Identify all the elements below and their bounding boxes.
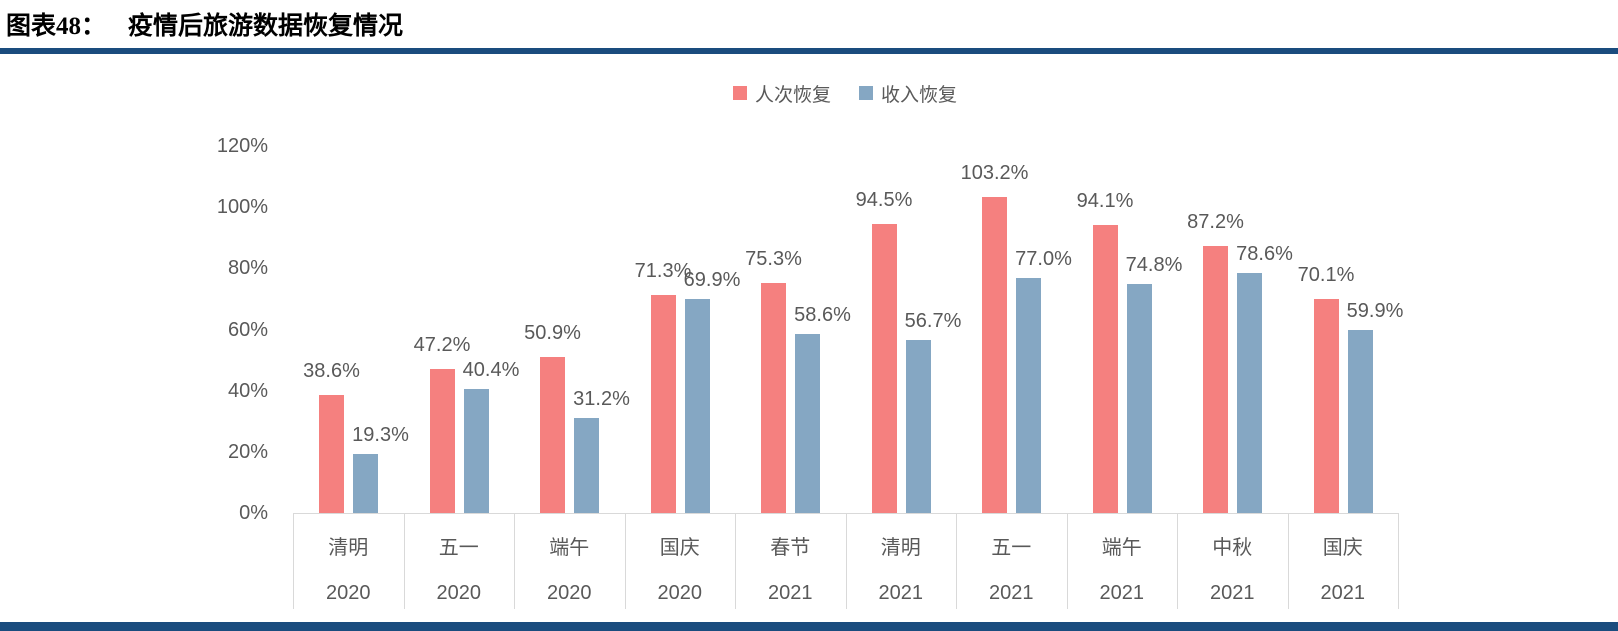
category-festival-label: 五一 xyxy=(991,537,1032,559)
bar-visitor-recovery xyxy=(982,197,1007,513)
data-label-visitor-recovery: 71.3% xyxy=(634,259,692,282)
bar-visitor-recovery xyxy=(650,294,676,513)
data-label-revenue-recovery: 69.9% xyxy=(683,269,741,292)
header-divider-rule xyxy=(0,48,1618,54)
category-year-label: 2021 xyxy=(878,582,924,604)
data-label-visitor-recovery: 103.2% xyxy=(960,162,1029,185)
category-divider xyxy=(293,513,294,609)
category-festival-label: 春节 xyxy=(770,537,811,559)
bar-visitor-recovery xyxy=(1313,298,1339,513)
category-divider xyxy=(1398,513,1399,609)
data-label-visitor-recovery: 87.2% xyxy=(1187,211,1244,234)
category-year-label: 2021 xyxy=(1320,582,1366,604)
data-label-visitor-recovery: 50.9% xyxy=(524,322,581,345)
figure-number-label: 图表48： xyxy=(6,13,107,40)
bar-revenue-recovery xyxy=(353,453,378,513)
bar-revenue-recovery xyxy=(1126,284,1152,513)
footer-divider-rule xyxy=(0,622,1618,631)
category-divider xyxy=(625,513,626,609)
category-divider xyxy=(514,513,515,609)
y-axis-tick-label: 80% xyxy=(227,257,268,280)
y-axis-tick-label: 40% xyxy=(227,379,268,402)
category-year-label: 2021 xyxy=(989,582,1034,604)
category-festival-label: 端午 xyxy=(549,537,590,559)
category-festival-label: 国庆 xyxy=(1322,537,1363,559)
bar-visitor-recovery xyxy=(1203,246,1228,513)
category-year-label: 2020 xyxy=(657,582,703,604)
category-festival-label: 五一 xyxy=(438,537,479,559)
data-label-visitor-recovery: 47.2% xyxy=(413,333,471,356)
category-festival-label: 清明 xyxy=(880,537,921,559)
data-label-revenue-recovery: 31.2% xyxy=(573,387,630,410)
category-festival-label: 中秋 xyxy=(1212,537,1253,559)
data-label-visitor-recovery: 38.6% xyxy=(303,359,360,382)
legend-item-visitor-recovery: 人次恢复 xyxy=(732,80,831,107)
category-festival-label: 清明 xyxy=(328,537,369,559)
category-divider xyxy=(1067,513,1068,609)
category-divider xyxy=(1288,513,1289,609)
y-axis-tick-label: 20% xyxy=(227,440,268,463)
bar-revenue-recovery xyxy=(1016,277,1041,513)
category-divider xyxy=(846,513,847,609)
bar-revenue-recovery xyxy=(574,417,599,513)
bar-visitor-recovery xyxy=(429,368,455,513)
data-label-revenue-recovery: 77.0% xyxy=(1015,247,1072,270)
figure-header: 图表48： 疫情后旅游数据恢复情况 xyxy=(6,6,403,42)
legend-label-revenue-recovery: 收入恢复 xyxy=(881,84,958,106)
chart-legend: 人次恢复 收入恢复 xyxy=(190,80,1500,107)
legend-swatch-revenue-recovery xyxy=(859,86,873,100)
bar-revenue-recovery xyxy=(905,339,931,513)
data-label-visitor-recovery: 94.1% xyxy=(1076,190,1134,213)
figure-title: 疫情后旅游数据恢复情况 xyxy=(128,12,404,40)
bar-visitor-recovery xyxy=(540,357,565,513)
data-label-revenue-recovery: 74.8% xyxy=(1125,254,1183,277)
data-label-revenue-recovery: 59.9% xyxy=(1346,299,1404,322)
bar-revenue-recovery xyxy=(463,389,489,513)
category-year-label: 2020 xyxy=(326,582,371,604)
data-label-revenue-recovery: 56.7% xyxy=(904,309,962,332)
category-year-label: 2021 xyxy=(768,582,813,604)
category-festival-label: 端午 xyxy=(1101,537,1142,559)
category-year-label: 2021 xyxy=(1099,582,1145,604)
bar-visitor-recovery xyxy=(871,223,897,513)
category-festival-label: 国庆 xyxy=(659,537,700,559)
y-axis-tick-label: 100% xyxy=(216,196,268,219)
x-axis-line xyxy=(293,513,1398,514)
bar-visitor-recovery xyxy=(319,394,344,513)
y-axis-tick-label: 0% xyxy=(239,502,268,524)
data-label-visitor-recovery: 70.1% xyxy=(1297,263,1355,286)
bar-revenue-recovery xyxy=(1347,329,1373,513)
category-divider xyxy=(735,513,736,609)
y-axis-tick-label: 60% xyxy=(227,318,268,341)
bar-revenue-recovery xyxy=(1237,272,1262,513)
data-label-visitor-recovery: 75.3% xyxy=(745,247,802,270)
data-label-revenue-recovery: 78.6% xyxy=(1236,242,1293,265)
category-divider xyxy=(404,513,405,609)
data-label-revenue-recovery: 58.6% xyxy=(794,303,851,326)
category-divider xyxy=(1177,513,1178,609)
legend-swatch-visitor-recovery xyxy=(732,86,747,100)
bar-visitor-recovery xyxy=(761,282,786,513)
bar-revenue-recovery xyxy=(795,333,820,513)
category-year-label: 2021 xyxy=(1210,582,1255,604)
category-year-label: 2020 xyxy=(436,582,482,604)
bar-revenue-recovery xyxy=(684,299,710,513)
y-axis-tick-label: 120% xyxy=(216,135,268,157)
data-label-revenue-recovery: 19.3% xyxy=(352,423,409,446)
category-divider xyxy=(956,513,957,609)
data-label-revenue-recovery: 40.4% xyxy=(462,359,520,382)
legend-label-visitor-recovery: 人次恢复 xyxy=(754,84,831,106)
bar-visitor-recovery xyxy=(1092,225,1118,513)
legend-item-revenue-recovery: 收入恢复 xyxy=(859,80,957,107)
category-year-label: 2020 xyxy=(547,582,592,604)
data-label-visitor-recovery: 94.5% xyxy=(855,188,913,211)
